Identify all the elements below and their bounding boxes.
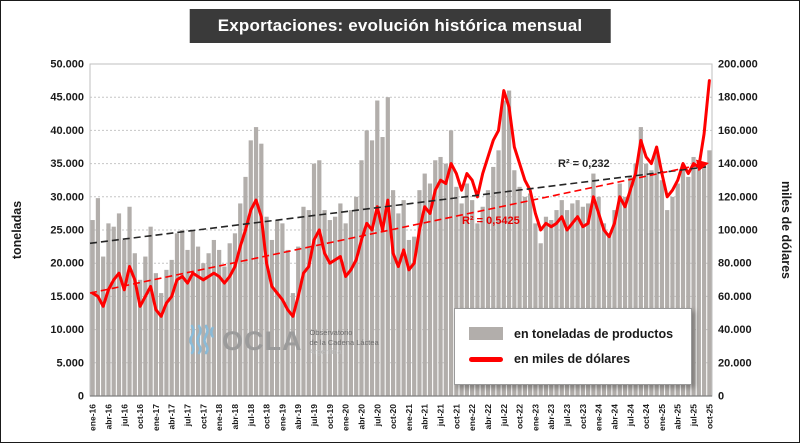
svg-text:oct-16: oct-16 (135, 404, 145, 429)
ocla-logo-subtitle-line1: Observatorio (309, 327, 353, 337)
svg-text:ene-24: ene-24 (594, 404, 604, 431)
svg-text:ene-18: ene-18 (214, 404, 224, 431)
svg-text:oct-19: oct-19 (325, 404, 335, 429)
svg-text:ene-16: ene-16 (88, 404, 98, 431)
svg-text:jul-23: jul-23 (562, 404, 572, 427)
svg-text:100.000: 100.000 (718, 225, 758, 237)
svg-text:40.000: 40.000 (718, 324, 752, 336)
svg-text:abr-18: abr-18 (230, 404, 240, 430)
svg-text:miles de dólares: miles de dólares (779, 181, 793, 279)
svg-text:0: 0 (78, 391, 84, 403)
legend-item-toneladas: en toneladas de productos (469, 327, 677, 341)
svg-text:abr-21: abr-21 (420, 404, 430, 430)
ocla-logo-subtitle: Observatorio de la Cadena Láctea Argenti… (310, 326, 379, 357)
svg-text:abr-17: abr-17 (167, 404, 177, 430)
svg-text:20.000: 20.000 (50, 258, 84, 270)
svg-text:abr-25: abr-25 (673, 404, 683, 430)
legend: en toneladas de productos en miles de dó… (454, 308, 692, 385)
ocla-logo: OCLA Observatorio de la Cadena Láctea Ar… (187, 323, 379, 360)
svg-text:jul-25: jul-25 (689, 404, 699, 427)
svg-text:oct-17: oct-17 (198, 404, 208, 429)
svg-text:ene-22: ene-22 (467, 404, 477, 431)
ocla-logo-country: Argentina (309, 347, 342, 357)
svg-text:160.000: 160.000 (718, 125, 758, 137)
legend-item-dolares: en miles de dólares (469, 352, 677, 366)
svg-text:abr-22: abr-22 (483, 404, 493, 430)
svg-text:ene-19: ene-19 (277, 404, 287, 431)
svg-text:oct-25: oct-25 (704, 404, 714, 429)
svg-text:40.000: 40.000 (50, 125, 84, 137)
svg-text:abr-16: abr-16 (103, 404, 113, 430)
svg-text:abr-19: abr-19 (293, 404, 303, 430)
svg-text:ene-20: ene-20 (341, 404, 351, 431)
svg-text:oct-22: oct-22 (515, 404, 525, 429)
svg-text:oct-23: oct-23 (578, 404, 588, 429)
svg-text:jul-22: jul-22 (499, 404, 509, 427)
svg-text:abr-23: abr-23 (546, 404, 556, 430)
svg-text:35.000: 35.000 (50, 158, 84, 170)
svg-text:20.000: 20.000 (718, 357, 752, 369)
svg-text:50.000: 50.000 (50, 59, 84, 71)
svg-text:jul-24: jul-24 (625, 404, 635, 427)
svg-text:toneladas: toneladas (10, 201, 24, 259)
svg-text:15.000: 15.000 (50, 291, 84, 303)
legend-label-dolares: en miles de dólares (514, 352, 631, 367)
svg-text:140.000: 140.000 (718, 158, 758, 170)
svg-text:jul-21: jul-21 (436, 404, 446, 427)
r2-dolares-annotation: R² = 0,5425 (462, 215, 520, 227)
ocla-logo-name: OCLA (222, 326, 303, 356)
svg-text:abr-24: abr-24 (609, 404, 619, 430)
svg-text:180.000: 180.000 (718, 92, 758, 104)
svg-text:jul-20: jul-20 (372, 404, 382, 427)
svg-text:oct-18: oct-18 (262, 404, 272, 429)
chart-title: Exportaciones: evolución histórica mensu… (189, 9, 611, 43)
svg-text:oct-21: oct-21 (451, 404, 461, 429)
svg-text:oct-24: oct-24 (641, 404, 651, 429)
svg-text:jul-16: jul-16 (119, 404, 129, 427)
svg-text:45.000: 45.000 (50, 92, 84, 104)
svg-text:abr-20: abr-20 (356, 404, 366, 430)
svg-text:30.000: 30.000 (50, 191, 84, 203)
line-swatch (469, 356, 503, 362)
svg-text:120.000: 120.000 (718, 191, 758, 203)
r2-toneladas-annotation: R² = 0,232 (558, 158, 610, 170)
svg-text:5.000: 5.000 (56, 357, 84, 369)
svg-text:jul-17: jul-17 (183, 404, 193, 427)
svg-text:ene-17: ene-17 (151, 404, 161, 431)
svg-text:200.000: 200.000 (718, 59, 758, 71)
svg-text:80.000: 80.000 (718, 258, 752, 270)
svg-text:ene-21: ene-21 (404, 404, 414, 431)
ocla-logo-subtitle-line2: de la Cadena Láctea (309, 337, 379, 347)
ocla-logo-icon (187, 323, 215, 360)
bar-swatch (469, 327, 503, 341)
svg-text:jul-19: jul-19 (309, 404, 319, 427)
svg-text:0: 0 (718, 391, 724, 403)
svg-text:oct-20: oct-20 (388, 404, 398, 429)
svg-text:ene-25: ene-25 (657, 404, 667, 431)
svg-text:10.000: 10.000 (50, 324, 84, 336)
svg-text:60.000: 60.000 (718, 291, 752, 303)
svg-text:ene-23: ene-23 (530, 404, 540, 431)
legend-label-toneladas: en toneladas de productos (514, 326, 674, 341)
svg-text:25.000: 25.000 (50, 225, 84, 237)
svg-text:jul-18: jul-18 (246, 404, 256, 427)
